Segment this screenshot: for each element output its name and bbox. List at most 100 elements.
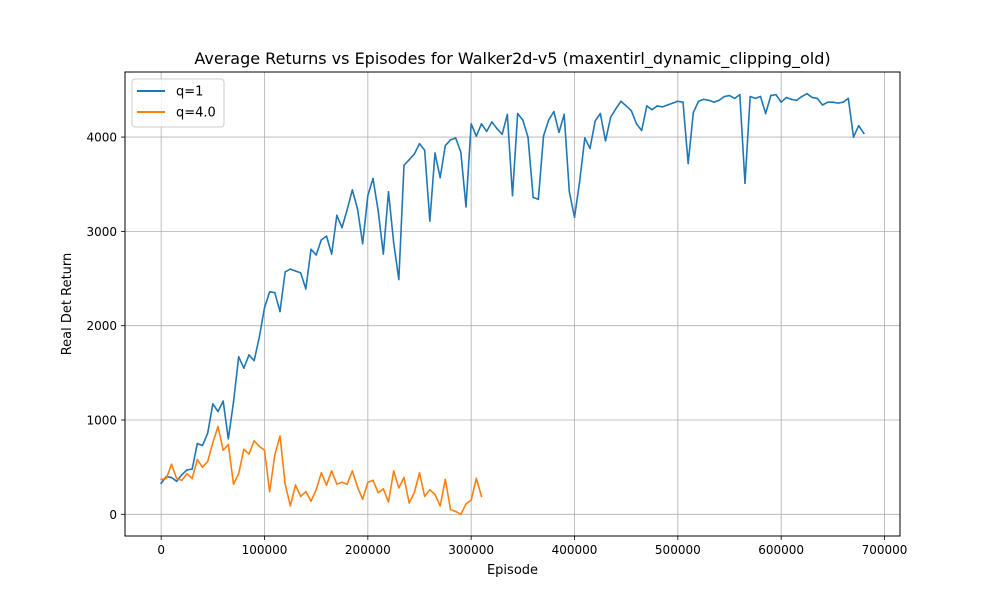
data-point	[367, 481, 369, 484]
data-point	[294, 484, 297, 486]
data-point	[682, 101, 684, 103]
data-point	[217, 425, 219, 428]
data-point	[465, 206, 467, 208]
data-point	[780, 101, 782, 103]
data-point	[372, 177, 374, 180]
data-point	[294, 270, 297, 272]
data-point	[191, 468, 193, 470]
data-point	[656, 105, 658, 107]
legend-label-q4: q=4.0	[176, 106, 216, 121]
data-point	[553, 110, 555, 113]
data-point	[351, 189, 354, 191]
data-point	[460, 151, 462, 153]
x-tick-label: 0	[157, 543, 165, 557]
data-point	[599, 112, 602, 115]
series-points-q1	[160, 92, 865, 484]
data-point	[377, 209, 379, 212]
data-point	[289, 268, 292, 270]
data-point	[439, 176, 441, 179]
data-point	[361, 498, 364, 501]
data-point	[284, 483, 286, 485]
data-point	[413, 491, 416, 494]
data-point	[170, 463, 173, 466]
data-point	[237, 356, 240, 358]
data-point	[826, 101, 829, 103]
data-point	[625, 105, 627, 107]
data-point	[728, 94, 731, 97]
data-point	[832, 101, 834, 103]
data-point	[201, 466, 204, 468]
data-point	[444, 478, 447, 481]
data-point	[403, 476, 405, 479]
data-point	[191, 477, 193, 480]
data-point	[170, 476, 173, 479]
data-point	[392, 470, 395, 472]
data-point	[692, 111, 695, 114]
data-point	[279, 310, 281, 313]
data-point	[568, 190, 571, 193]
data-point	[253, 359, 255, 362]
data-point	[480, 123, 483, 125]
data-point	[516, 112, 519, 115]
data-point	[677, 100, 679, 103]
data-point	[227, 438, 230, 440]
data-point	[367, 194, 369, 197]
data-point	[408, 158, 410, 161]
data-point	[243, 367, 245, 369]
data-point	[237, 472, 240, 475]
data-point	[222, 400, 224, 402]
data-point	[470, 499, 472, 501]
data-point	[268, 490, 271, 493]
data-point	[258, 445, 261, 448]
y-tick-label: 4000	[86, 131, 117, 145]
data-point	[547, 119, 550, 121]
data-point	[227, 443, 230, 446]
data-point	[284, 271, 286, 273]
data-point	[578, 180, 581, 183]
data-point	[702, 98, 705, 101]
data-point	[387, 501, 390, 503]
series-layer	[160, 92, 865, 516]
data-point	[212, 441, 214, 444]
data-point	[299, 272, 302, 274]
data-point	[620, 100, 622, 103]
data-point	[454, 510, 457, 513]
data-point	[305, 490, 307, 493]
data-point	[542, 135, 545, 137]
data-point	[160, 478, 162, 481]
data-point	[258, 336, 261, 338]
x-tick-label: 700000	[862, 543, 908, 557]
data-point	[460, 513, 462, 516]
data-point	[429, 488, 431, 491]
data-point	[315, 488, 317, 491]
data-point	[537, 198, 540, 201]
data-point	[687, 162, 689, 165]
data-point	[651, 108, 653, 111]
data-point	[310, 500, 312, 502]
data-point	[248, 354, 250, 356]
data-point	[491, 121, 493, 123]
data-point	[661, 106, 664, 108]
series-points-q40	[160, 425, 483, 516]
data-point	[346, 208, 348, 211]
data-point	[506, 113, 509, 116]
data-point	[279, 435, 281, 437]
plot-frame	[124, 71, 901, 537]
data-point	[604, 140, 607, 142]
data-point	[289, 505, 292, 507]
data-point	[165, 477, 168, 480]
data-point	[708, 99, 710, 102]
data-point	[325, 484, 328, 486]
x-tick-label: 200000	[345, 543, 391, 557]
data-point	[243, 448, 245, 451]
data-point	[713, 101, 715, 103]
data-point	[336, 214, 338, 217]
data-point	[330, 253, 333, 255]
data-point	[361, 242, 364, 245]
data-point	[449, 139, 452, 141]
data-point	[754, 97, 757, 100]
data-point	[801, 95, 803, 98]
data-point	[671, 102, 674, 104]
data-point	[398, 487, 400, 489]
